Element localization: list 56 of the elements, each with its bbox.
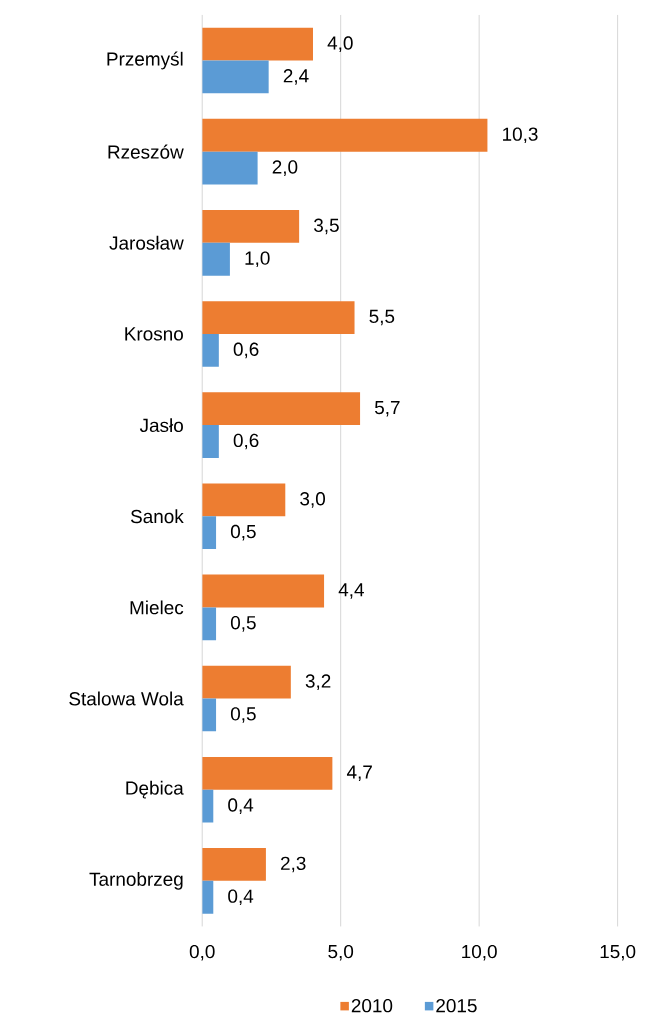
data-label: 3,0 bbox=[300, 492, 326, 508]
data-label: 2,3 bbox=[281, 856, 306, 873]
data-label: 5,5 bbox=[369, 309, 395, 326]
data-label: 0,4 bbox=[228, 798, 254, 814]
legend-label: 2015 bbox=[436, 998, 477, 1013]
bar bbox=[202, 118, 488, 152]
bar bbox=[202, 756, 333, 790]
bar bbox=[202, 789, 214, 823]
bar bbox=[202, 607, 217, 641]
y-tick-label: Jarosław bbox=[109, 235, 185, 250]
data-label: 3,2 bbox=[305, 674, 331, 690]
bar bbox=[202, 848, 267, 881]
bar bbox=[202, 210, 300, 243]
bar bbox=[202, 333, 220, 367]
data-label: 4,4 bbox=[338, 583, 365, 599]
bar bbox=[202, 301, 355, 334]
x-tick-label: 15,0 bbox=[600, 944, 636, 961]
legend-label: 2010 bbox=[352, 998, 393, 1013]
bar bbox=[202, 392, 361, 426]
data-label: 3,5 bbox=[314, 218, 340, 235]
data-label: 5,7 bbox=[375, 401, 400, 417]
y-tick-label: Jasło bbox=[140, 418, 184, 433]
data-label: 4,7 bbox=[347, 765, 373, 782]
bar bbox=[202, 60, 269, 94]
data-label: 0,6 bbox=[233, 433, 259, 450]
x-tick-label: 5,0 bbox=[328, 944, 354, 961]
y-tick-label: Stalowa Wola bbox=[69, 691, 184, 706]
bar bbox=[202, 516, 217, 550]
bar bbox=[202, 574, 325, 608]
data-label: 0,5 bbox=[231, 524, 256, 541]
data-label: 2,0 bbox=[272, 160, 298, 176]
y-tick-label: Rzeszów bbox=[108, 144, 185, 159]
data-label: 0,4 bbox=[228, 889, 254, 906]
bar bbox=[202, 27, 314, 61]
y-tick-label: Tarnobrzeg bbox=[89, 872, 183, 890]
bar bbox=[202, 483, 286, 517]
y-tick-label: Sanok bbox=[131, 509, 185, 524]
bar bbox=[202, 665, 292, 699]
data-label: 4,0 bbox=[327, 36, 353, 52]
y-tick-label: Krosno bbox=[125, 327, 184, 341]
bar bbox=[202, 242, 231, 276]
data-label: 2,4 bbox=[284, 69, 309, 85]
y-tick-label: Dębica bbox=[126, 780, 184, 799]
x-tick-label: 10,0 bbox=[462, 944, 498, 961]
y-tick-label: Przemyśl bbox=[107, 51, 183, 70]
data-label: 10,3 bbox=[503, 127, 538, 144]
bar bbox=[202, 880, 214, 914]
bar bbox=[202, 151, 258, 185]
data-label: 0,5 bbox=[231, 616, 256, 632]
bar bbox=[202, 425, 220, 458]
bar bbox=[202, 698, 217, 732]
x-tick-label: 0,0 bbox=[190, 944, 215, 961]
data-label: 1,0 bbox=[245, 251, 270, 268]
y-tick-label: Mielec bbox=[130, 600, 184, 615]
data-label: 0,5 bbox=[231, 707, 256, 723]
data-label: 0,6 bbox=[233, 342, 259, 359]
